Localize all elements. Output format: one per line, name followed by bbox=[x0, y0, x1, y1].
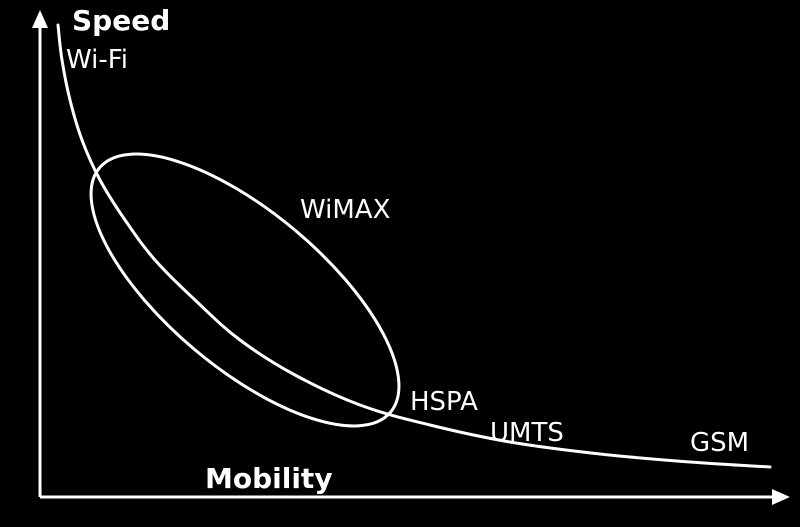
speed-mobility-diagram bbox=[0, 0, 800, 527]
